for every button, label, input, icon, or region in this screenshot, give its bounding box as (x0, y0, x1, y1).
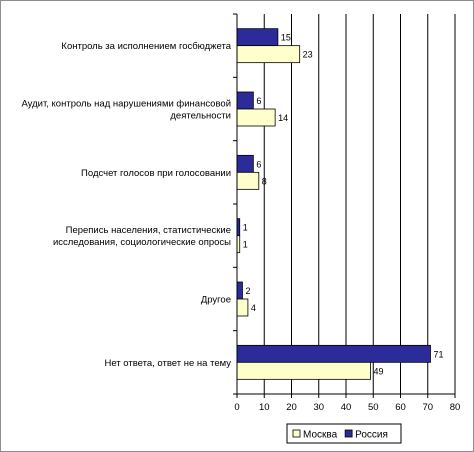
legend-swatch (292, 429, 301, 438)
bar (236, 281, 243, 300)
bar (236, 298, 249, 317)
category-label: Аудит, контроль над нарушениями финансов… (21, 99, 231, 110)
bars (236, 28, 431, 380)
category-label: Подсчет голосов при голосовании (81, 168, 231, 179)
data-label: 8 (262, 176, 267, 186)
bar (236, 108, 276, 127)
data-label: 1 (243, 223, 248, 233)
data-label: 6 (256, 159, 261, 169)
category-label: Контроль за исполнением госбюджета (61, 41, 231, 52)
legend-box (286, 423, 402, 444)
x-tick-label: 20 (286, 402, 297, 413)
legend: Москва Россия (286, 423, 402, 444)
x-tick-label: 0 (234, 402, 239, 413)
category-label: исследования, социологические опросы (53, 237, 231, 248)
x-tick-label: 50 (368, 402, 379, 413)
axes (233, 13, 456, 398)
data-label: 1 (243, 240, 248, 250)
data-label: 49 (374, 366, 384, 376)
bar (236, 91, 254, 110)
bar (236, 344, 431, 363)
legend-swatch (344, 429, 353, 438)
legend-label: Москва (303, 430, 338, 441)
legend-label: Россия (355, 430, 388, 441)
bar (236, 28, 279, 47)
x-tick-label: 70 (422, 402, 433, 413)
x-tick-label: 80 (450, 402, 461, 413)
data-label: 4 (251, 303, 256, 313)
data-label: 71 (433, 349, 443, 359)
gridlines (263, 14, 456, 394)
data-label: 2 (245, 286, 250, 296)
data-label: 6 (256, 96, 261, 106)
category-label: Другое (201, 295, 231, 306)
category-label: Перепись населения, статистические (66, 225, 231, 236)
bar (236, 361, 371, 380)
data-label: 23 (303, 50, 313, 60)
data-label: 14 (278, 113, 288, 123)
category-label: деятельности (170, 111, 231, 122)
x-tick-label: 10 (259, 402, 270, 413)
bar (236, 154, 254, 173)
x-tick-label: 40 (341, 402, 352, 413)
category-label: Нет ответа, ответ не на тему (104, 358, 231, 369)
bar (236, 45, 301, 64)
labels: 15 23 Контроль за исполнением госбюджета 6 1… (21, 33, 460, 413)
x-tick-label: 60 (395, 402, 406, 413)
x-tick-label: 30 (313, 402, 324, 413)
data-label: 15 (281, 33, 291, 43)
bar (236, 171, 260, 190)
